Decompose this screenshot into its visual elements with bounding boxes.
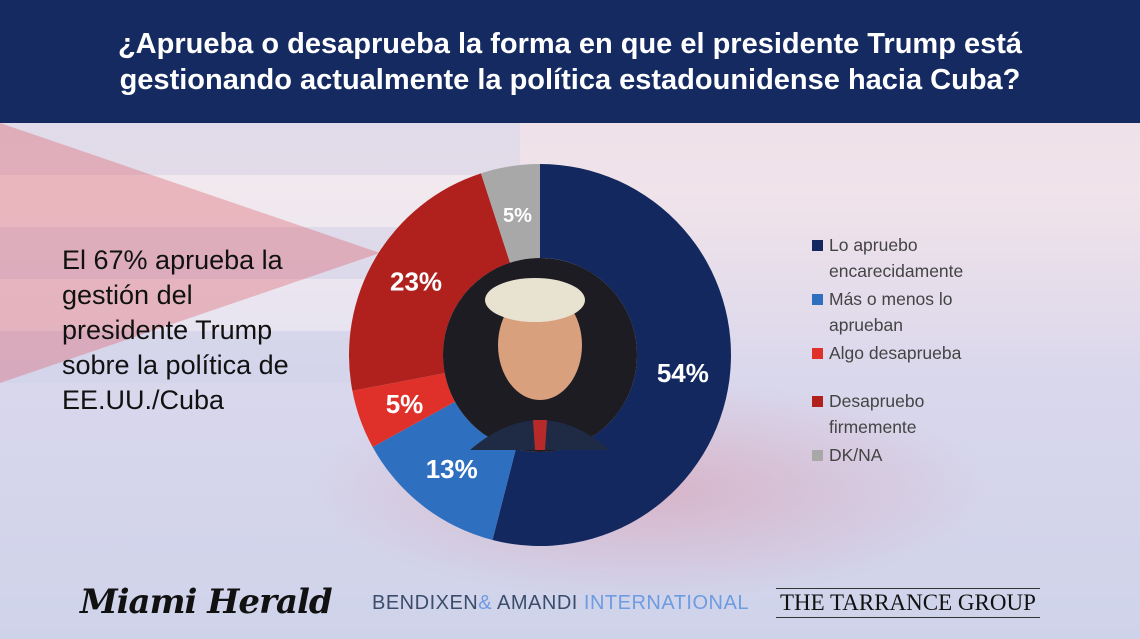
legend-label: Más o menos lo aprueban	[829, 289, 953, 335]
legend-swatch	[812, 294, 823, 305]
flag-triangle	[0, 123, 380, 383]
donut-slice	[372, 401, 516, 540]
logo-part: BENDIXEN	[372, 592, 479, 614]
logo-part: INTERNATIONAL	[583, 592, 749, 614]
donut-slice	[492, 164, 732, 547]
donut-slice	[352, 373, 455, 448]
logo-part: AMANDI	[497, 592, 578, 614]
legend-swatch	[812, 396, 823, 407]
title-banner: ¿Aprueba o desaprueba la forma en que el…	[0, 0, 1140, 123]
legend-item: DK/NA	[812, 442, 1009, 468]
legend-swatch	[812, 450, 823, 461]
data-label: 5%	[503, 205, 532, 227]
summary-text: El 67% aprueba la gestión del presidente…	[62, 245, 289, 415]
portrait-hair	[485, 278, 585, 322]
data-label: 13%	[426, 454, 478, 484]
legend-swatch	[812, 348, 823, 359]
donut-slice	[349, 173, 511, 391]
legend-swatch	[812, 240, 823, 251]
legend-item: Más o menos lo aprueban	[812, 286, 1009, 338]
data-label: 23%	[390, 267, 442, 297]
legend-item: Desapruebo firmemente	[812, 388, 1009, 440]
data-label: 54%	[657, 358, 709, 388]
page-title: ¿Aprueba o desaprueba la forma en que el…	[117, 27, 1023, 96]
legend-label: Lo apruebo encarecidamente	[829, 235, 964, 281]
bendixen-amandi-logo: BENDIXEN& AMANDI INTERNATIONAL	[372, 592, 749, 615]
portrait-tie	[533, 420, 547, 450]
legend-label: Desapruebo firmemente	[829, 391, 925, 437]
data-label: 5%	[386, 389, 424, 419]
legend-item: Algo desaprueba	[812, 340, 1009, 366]
legend: Lo apruebo encarecidamente Más o menos lo…	[812, 232, 1009, 470]
tarrance-group-logo: THE TARRANCE GROUP	[776, 588, 1040, 618]
logo-part: &	[478, 592, 493, 614]
miami-herald-logo: Miami Herald	[80, 582, 333, 622]
legend-item: Lo apruebo encarecidamente	[812, 232, 1009, 284]
legend-label: Algo desaprueba	[829, 343, 962, 363]
legend-label: DK/NA	[829, 445, 883, 465]
donut-slice	[480, 164, 540, 263]
